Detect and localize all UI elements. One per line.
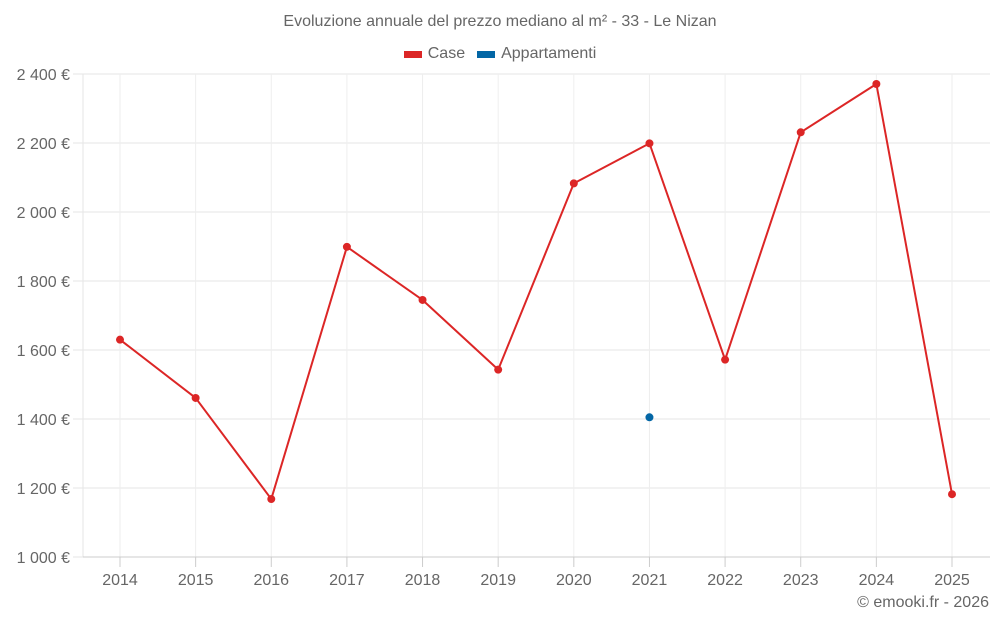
x-tick-label: 2018 bbox=[405, 572, 441, 589]
data-point-case[interactable] bbox=[267, 495, 276, 504]
data-point-case[interactable] bbox=[645, 139, 654, 148]
x-tick-label: 2020 bbox=[556, 572, 592, 589]
y-tick-label: 2 400 € bbox=[17, 67, 70, 84]
legend-item-case[interactable]: Case bbox=[403, 45, 466, 63]
data-point-case[interactable] bbox=[342, 242, 351, 251]
data-point-case[interactable] bbox=[796, 128, 805, 137]
legend-label-appartamenti: Appartamenti bbox=[501, 45, 597, 62]
data-point-case[interactable] bbox=[872, 80, 881, 89]
x-tick-label: 2015 bbox=[178, 572, 214, 589]
series-line-case bbox=[119, 83, 953, 501]
y-tick-label: 1 000 € bbox=[17, 550, 70, 567]
y-tick-label: 2 200 € bbox=[17, 136, 70, 153]
chart-legend: Case Appartamenti bbox=[0, 45, 1000, 63]
x-tick-label: 2014 bbox=[102, 572, 138, 589]
x-tick-label: 2024 bbox=[859, 572, 895, 589]
data-point-case[interactable] bbox=[721, 355, 730, 364]
x-tick-label: 2017 bbox=[329, 572, 365, 589]
y-tick-label: 1 200 € bbox=[17, 481, 70, 498]
credit-text: © emooki.fr - 2026 bbox=[857, 594, 989, 611]
x-tick-label: 2023 bbox=[783, 572, 819, 589]
data-point-case[interactable] bbox=[494, 365, 503, 374]
data-point-case[interactable] bbox=[948, 490, 956, 499]
y-tick-label: 1 800 € bbox=[17, 274, 70, 291]
legend-label-case: Case bbox=[427, 45, 466, 62]
legend-swatch-case-icon bbox=[403, 50, 422, 58]
legend-swatch-appartamenti-icon bbox=[477, 50, 496, 58]
x-tick-label: 2016 bbox=[253, 572, 289, 589]
data-point-case[interactable] bbox=[191, 393, 200, 402]
data-point-case[interactable] bbox=[116, 335, 124, 344]
x-tick-label: 2025 bbox=[934, 572, 970, 589]
y-tick-label: 2 000 € bbox=[17, 205, 70, 222]
x-tick-label: 2022 bbox=[707, 572, 743, 589]
data-point-case[interactable] bbox=[418, 295, 427, 304]
data-point-case[interactable] bbox=[569, 179, 578, 188]
chart-title: Evoluzione annuale del prezzo mediano al… bbox=[283, 13, 717, 30]
legend-item-appartamenti[interactable]: Appartamenti bbox=[477, 45, 596, 63]
x-tick-label: 2019 bbox=[480, 572, 516, 589]
x-tick-label: 2021 bbox=[632, 572, 668, 589]
data-point-appartamenti[interactable] bbox=[645, 413, 654, 422]
y-tick-label: 1 600 € bbox=[17, 343, 70, 360]
y-tick-label: 1 400 € bbox=[17, 412, 70, 429]
